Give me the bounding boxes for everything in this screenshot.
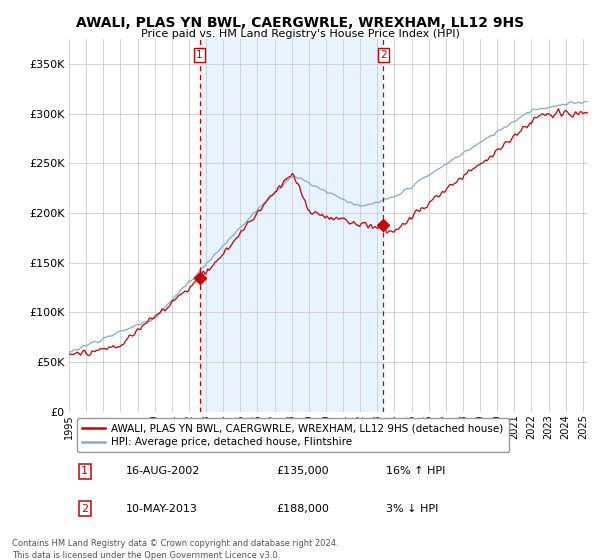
Text: Contains HM Land Registry data © Crown copyright and database right 2024.: Contains HM Land Registry data © Crown c… [12, 539, 338, 548]
Bar [200, 39, 383, 412]
Text: AWALI, PLAS YN BWL, CAERGWRLE, WREXHAM, LL12 9HS: AWALI, PLAS YN BWL, CAERGWRLE, WREXHAM, … [76, 16, 524, 30]
Text: 2: 2 [380, 50, 387, 60]
Text: £135,000: £135,000 [277, 466, 329, 476]
Text: £188,000: £188,000 [277, 504, 329, 514]
Text: 16-AUG-2002: 16-AUG-2002 [126, 466, 200, 476]
Text: 1: 1 [81, 466, 88, 476]
Text: 3% ↓ HPI: 3% ↓ HPI [386, 504, 438, 514]
Text: 10-MAY-2013: 10-MAY-2013 [126, 504, 198, 514]
Text: 16% ↑ HPI: 16% ↑ HPI [386, 466, 445, 476]
Legend: AWALI, PLAS YN BWL, CAERGWRLE, WREXHAM, LL12 9HS (detached house), HPI: Average : AWALI, PLAS YN BWL, CAERGWRLE, WREXHAM, … [77, 418, 509, 452]
Text: This data is licensed under the Open Government Licence v3.0.: This data is licensed under the Open Gov… [12, 551, 280, 560]
Text: 1: 1 [196, 50, 203, 60]
Text: 2: 2 [81, 504, 88, 514]
Text: Price paid vs. HM Land Registry's House Price Index (HPI): Price paid vs. HM Land Registry's House … [140, 29, 460, 39]
